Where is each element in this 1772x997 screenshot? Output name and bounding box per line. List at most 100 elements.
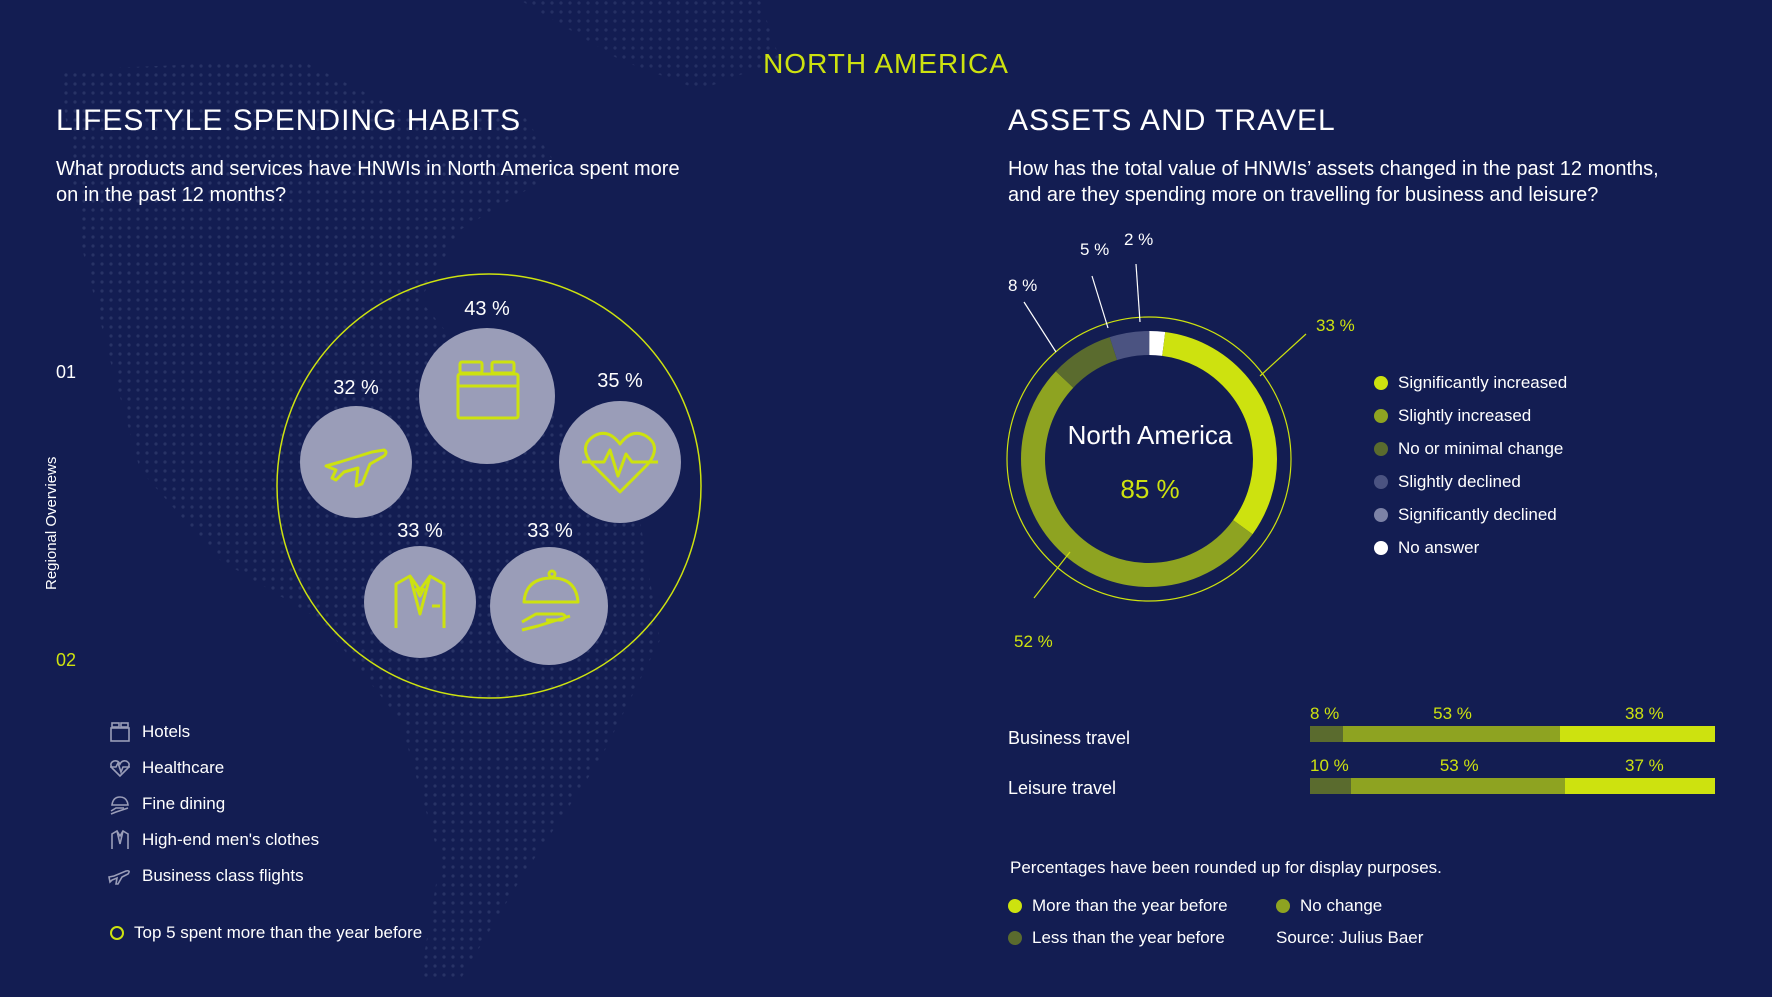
- legend-label: Slightly increased: [1398, 405, 1532, 425]
- legend-label: Slightly declined: [1398, 471, 1521, 491]
- bar-label-business: Business travel: [1008, 728, 1131, 748]
- top5-footnote-text: Top 5 spent more than the year before: [134, 923, 423, 942]
- bar-value-label: 10 %: [1310, 756, 1349, 775]
- section-number-01[interactable]: 01: [56, 362, 77, 382]
- legend-label-business-flights: Business class flights: [142, 866, 304, 885]
- fine-dining-icon: [110, 796, 129, 815]
- legend-item-hotels: Hotels: [108, 714, 319, 750]
- lifestyle-question: What products and services have HNWIs in…: [56, 156, 680, 208]
- legend-swatch: [1374, 375, 1388, 390]
- donut-label-no-answer: 2 %: [1124, 230, 1154, 249]
- legend-item-mens-clothes: High-end men's clothes: [108, 822, 319, 858]
- top5-footnote: Top 5 spent more than the year before: [110, 923, 422, 943]
- bar-segment-business-travel-0: [1310, 726, 1343, 742]
- bubble-hotels: [419, 328, 555, 464]
- bar-value-label: 37 %: [1625, 756, 1664, 775]
- legend-item-healthcare: Healthcare: [108, 750, 319, 786]
- healthcare-icon: [110, 760, 130, 778]
- donut-center-value: 85 %: [1120, 474, 1180, 504]
- travel-stacked-bars: 8 % 53 % 38 % 10 % 53 % 37 %: [1310, 700, 1715, 800]
- bubble-mens-clothes: [364, 546, 476, 658]
- legend-swatch: [1374, 441, 1388, 456]
- legend-label-healthcare: Healthcare: [142, 758, 225, 777]
- legend-item-no-answer: No answer: [1374, 531, 1567, 564]
- suit-icon: [394, 574, 446, 628]
- legend-swatch: [1374, 408, 1388, 423]
- donut-label-no-change: 8 %: [1008, 276, 1038, 295]
- legend-swatch: [1374, 474, 1388, 489]
- legend-swatch: [1374, 507, 1388, 522]
- source-credit: Source: Julius Baer: [1276, 928, 1424, 947]
- bubble-label-dining: 33 %: [527, 520, 573, 542]
- bar-segment-leisure-travel-0: [1310, 778, 1351, 794]
- legend-item-significantly-increased: Significantly increased: [1374, 366, 1567, 399]
- bar-segment-business-travel-1: [1342, 726, 1560, 742]
- regional-overviews-label: Regional Overviews: [43, 456, 60, 590]
- legend-item-significantly-declined: Significantly declined: [1374, 498, 1567, 531]
- legend-label: No answer: [1398, 537, 1480, 557]
- donut-segment-slightly-declined: [1021, 331, 1277, 587]
- lifestyle-question-line2: on in the past 12 months?: [56, 184, 287, 206]
- donut-legend: Significantly increased Slightly increas…: [1374, 366, 1567, 564]
- legend-label-mens-clothes: High-end men's clothes: [142, 830, 320, 849]
- legend-label-hotels: Hotels: [142, 722, 191, 741]
- legend-item-slightly-declined: Slightly declined: [1374, 465, 1567, 498]
- bubble-label-hotels: 43 %: [464, 298, 510, 320]
- lifestyle-heading: LIFESTYLE SPENDING HABITS: [56, 104, 522, 137]
- donut-outer-ring: [1006, 316, 1292, 602]
- legend-label-fine-dining: Fine dining: [142, 794, 226, 813]
- spending-legend: Hotels Healthcare Fine dining High-end m…: [108, 714, 319, 894]
- bar-segment-business-travel-2: [1559, 726, 1715, 742]
- donut-label-slightly-increased: 52 %: [1014, 632, 1053, 651]
- legend-swatch: [1008, 899, 1022, 913]
- bars-legend: More than the year before Less than the …: [1008, 890, 1228, 954]
- suit-icon: [111, 829, 129, 849]
- legend-item-slightly-increased: Slightly increased: [1374, 399, 1567, 432]
- assets-heading: ASSETS AND TRAVEL: [1008, 104, 1336, 137]
- bars-legend-col2: No change Source: Julius Baer: [1276, 890, 1423, 954]
- legend-item-business-flights: Business class flights: [108, 858, 319, 894]
- bar-value-label: 8 %: [1310, 704, 1340, 723]
- bar-segment-leisure-travel-2: [1565, 778, 1715, 794]
- legend-label: More than the year before: [1032, 896, 1228, 915]
- assets-question: How has the total value of HNWIs’ assets…: [1008, 156, 1659, 208]
- legend-swatch: [1008, 931, 1022, 945]
- assets-question-line1: How has the total value of HNWIs’ assets…: [1008, 158, 1659, 180]
- bar-value-label: 53 %: [1433, 704, 1472, 723]
- donut-leader-lines: [1023, 263, 1307, 599]
- rounding-note: Percentages have been rounded up for dis…: [1010, 858, 1442, 877]
- bubble-healthcare: [559, 401, 681, 523]
- donut-segment-slightly-increased: [1021, 331, 1277, 587]
- bar-value-label: 38 %: [1625, 704, 1664, 723]
- legend-item-no-change: No or minimal change: [1374, 432, 1567, 465]
- legend-swatch: [1276, 899, 1290, 913]
- bubble-label-flights: 32 %: [333, 377, 379, 399]
- legend-label: No or minimal change: [1398, 438, 1564, 458]
- assets-question-line2: and are they spending more on travelling…: [1008, 184, 1599, 206]
- legend-label: Significantly declined: [1398, 504, 1557, 524]
- plane-icon: [108, 870, 130, 885]
- section-number-02[interactable]: 02: [56, 650, 77, 670]
- spending-bubble-chart: [276, 273, 702, 699]
- fine-dining-icon: [521, 569, 580, 632]
- healthcare-icon: [582, 431, 658, 494]
- page-title: NORTH AMERICA: [763, 48, 1009, 79]
- bubble-label-clothes: 33 %: [397, 520, 443, 542]
- lifestyle-question-line1: What products and services have HNWIs in…: [56, 158, 680, 180]
- plane-icon: [324, 448, 388, 488]
- outer-ring: [276, 273, 702, 699]
- donut-label-significantly-increased: 33 %: [1316, 316, 1355, 335]
- bubble-business-flights: [300, 406, 412, 518]
- hotel-icon: [456, 360, 520, 420]
- legend-item-more: More than the year before: [1008, 890, 1228, 922]
- legend-item-less: Less than the year before: [1008, 922, 1228, 954]
- assets-donut-chart: [1006, 316, 1292, 602]
- donut-label-slightly-declined: 5 %: [1080, 240, 1110, 259]
- donut-center-title: North America: [1067, 420, 1233, 450]
- bar-value-label: 53 %: [1439, 756, 1479, 775]
- bar-segment-leisure-travel-1: [1350, 778, 1566, 794]
- legend-label: No change: [1300, 896, 1383, 915]
- hotel-icon: [110, 722, 130, 742]
- legend-swatch: [1374, 540, 1388, 555]
